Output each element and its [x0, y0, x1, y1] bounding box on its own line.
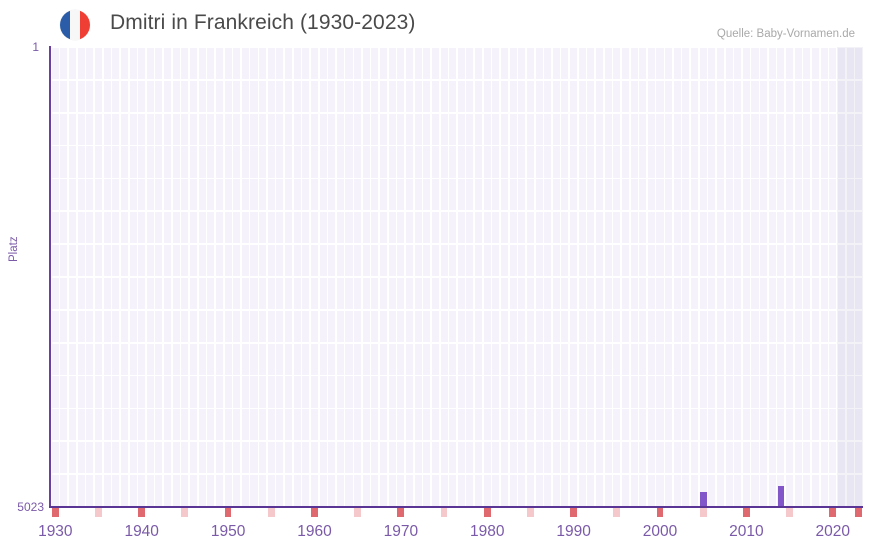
- flag-band-red: [80, 10, 90, 40]
- x-axis-label-2000: 2000: [642, 523, 678, 540]
- x-tick-marker-2005: [699, 508, 707, 517]
- y-axis-tick-bottom: 5023: [17, 500, 44, 514]
- grid-line-horizontal: [51, 210, 863, 213]
- x-axis-label-2020: 2020: [815, 523, 851, 540]
- grid-line-horizontal: [51, 341, 863, 344]
- grid-line-horizontal: [51, 407, 863, 410]
- grid-line-horizontal: [51, 144, 863, 147]
- x-tick-marker-1950: [224, 508, 232, 517]
- x-tick-marker-1945: [181, 508, 189, 517]
- x-tick-marker-1965: [354, 508, 362, 517]
- x-tick-marker-1940: [138, 508, 146, 517]
- x-tick-marker-2023: [855, 508, 863, 517]
- page-title: Dmitri in Frankreich (1930-2023): [110, 11, 416, 34]
- france-flag-circle-icon: [60, 10, 90, 40]
- x-axis-line: [49, 506, 863, 509]
- x-tick-marker-2010: [742, 508, 750, 517]
- flag-band-blue: [60, 10, 70, 40]
- x-tick-marker-1985: [527, 508, 534, 517]
- grid-line-horizontal: [51, 309, 863, 311]
- grid-line-horizontal: [51, 473, 863, 475]
- source-label: Quelle: Baby-Vornamen.de: [716, 28, 855, 40]
- x-axis-label-1970: 1970: [383, 523, 419, 540]
- x-tick-marker-1970: [397, 508, 405, 517]
- x-tick-marker-1990: [570, 508, 578, 517]
- flag-band-white: [70, 10, 80, 40]
- x-axis-label-1950: 1950: [210, 523, 246, 540]
- chart-header: Dmitri in Frankreich (1930-2023) Quelle:…: [0, 0, 873, 44]
- x-axis-label-1930: 1930: [38, 523, 73, 540]
- x-tick-marker-1975: [440, 508, 448, 517]
- y-axis-tick-top: 1: [32, 40, 39, 54]
- x-axis-label-2010: 2010: [729, 523, 764, 540]
- grid-line-horizontal: [51, 177, 863, 180]
- bar-2014[interactable]: [777, 486, 785, 507]
- y-axis-title: Platz: [8, 236, 20, 262]
- grid-line-horizontal: [51, 243, 863, 245]
- x-axis-label-1980: 1980: [469, 523, 505, 540]
- x-tick-marker-1980: [483, 508, 491, 517]
- x-tick-marker-2020: [829, 508, 837, 517]
- grid-line-horizontal: [51, 47, 863, 48]
- x-tick-marker-1930: [51, 508, 59, 517]
- x-axis-label-1990: 1990: [556, 523, 591, 540]
- x-tick-marker-1935: [95, 508, 102, 517]
- plot-area: [51, 47, 863, 507]
- x-tick-marker-1995: [613, 508, 621, 517]
- x-tick-marker-2000: [656, 508, 664, 517]
- x-axis-label-1960: 1960: [297, 523, 332, 540]
- grid-line-horizontal: [51, 440, 863, 443]
- grid-line-horizontal: [51, 374, 863, 377]
- grid-line-horizontal: [51, 111, 863, 114]
- x-tick-marker-2015: [786, 508, 793, 517]
- grid-layer: [51, 47, 863, 507]
- x-tick-marker-1955: [267, 508, 275, 517]
- y-axis-line: [49, 46, 52, 508]
- grid-line-horizontal: [51, 276, 863, 278]
- grid-line-horizontal: [51, 79, 863, 81]
- x-axis-label-1940: 1940: [124, 523, 159, 540]
- bar-2005[interactable]: [699, 492, 707, 507]
- x-tick-marker-1960: [311, 508, 318, 517]
